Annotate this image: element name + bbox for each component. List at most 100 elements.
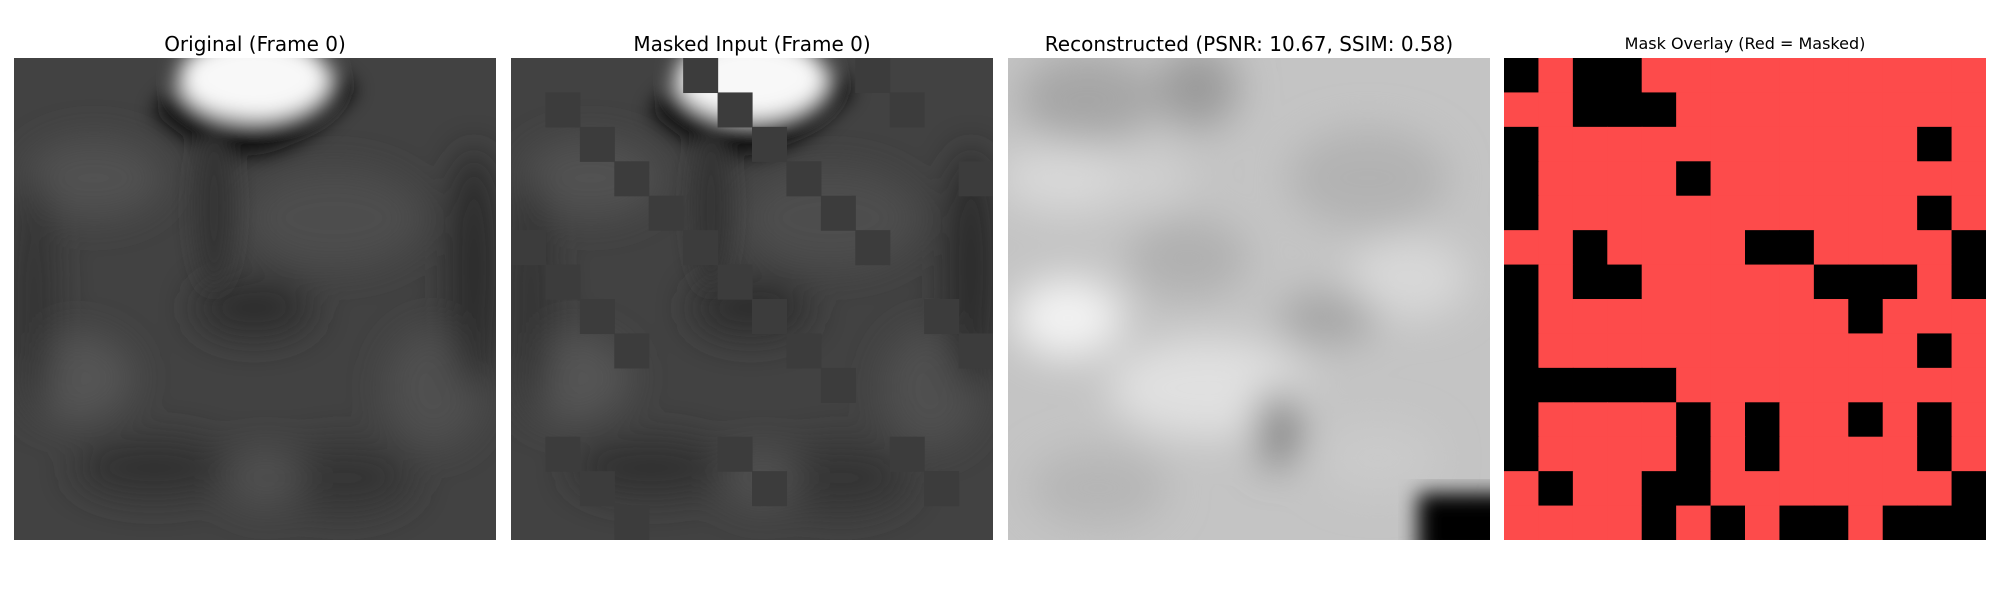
masked-cell xyxy=(1779,402,1815,438)
masked-cell xyxy=(1538,505,1574,540)
masked-cell xyxy=(1813,436,1849,472)
masked-cell xyxy=(1572,333,1608,369)
visible-cell xyxy=(1917,333,1953,369)
visible-cell xyxy=(1538,367,1574,403)
reconstructed-title: Reconstructed (PSNR: 10.67, SSIM: 0.58) xyxy=(1044,32,1454,56)
masked-cell xyxy=(1917,367,1953,403)
masked-cell xyxy=(1538,58,1574,94)
masked-cell xyxy=(1882,195,1918,231)
masked-cell xyxy=(1641,230,1677,266)
masked-cell xyxy=(1813,367,1849,403)
visible-cell xyxy=(1538,471,1574,507)
masked-cell xyxy=(1504,92,1540,128)
masked-cell xyxy=(1848,436,1884,472)
masked-cell xyxy=(1779,471,1815,507)
masked-cell xyxy=(1813,333,1849,369)
masked-input-image xyxy=(511,58,993,540)
masked-cell xyxy=(1813,126,1849,162)
masked-cell xyxy=(1572,471,1608,507)
masked-cell xyxy=(1917,161,1953,197)
masked-patch xyxy=(614,161,650,197)
visible-cell xyxy=(1504,402,1540,438)
masked-patch xyxy=(855,230,891,266)
masked-cell xyxy=(1951,126,1986,162)
masked-patch xyxy=(511,230,547,266)
visible-cell xyxy=(1917,195,1953,231)
masked-patch xyxy=(579,299,615,335)
masked-cell xyxy=(1710,58,1746,94)
masked-patch xyxy=(717,92,753,128)
visible-cell xyxy=(1951,230,1986,266)
masked-cell xyxy=(1538,402,1574,438)
masked-cell xyxy=(1641,402,1677,438)
masked-cell xyxy=(1641,264,1677,300)
masked-cell xyxy=(1745,367,1781,403)
masked-patch xyxy=(545,436,581,472)
masked-cell xyxy=(1951,92,1986,128)
masked-cell xyxy=(1710,402,1746,438)
visible-cell xyxy=(1641,92,1677,128)
masked-cell xyxy=(1607,230,1643,266)
masked-cell xyxy=(1745,126,1781,162)
visible-cell xyxy=(1572,230,1608,266)
visible-cell xyxy=(1504,195,1540,231)
visible-cell xyxy=(1917,402,1953,438)
visible-cell xyxy=(1641,505,1677,540)
visible-cell xyxy=(1951,471,1986,507)
visible-cell xyxy=(1951,264,1986,300)
masked-cell xyxy=(1779,126,1815,162)
visible-cell xyxy=(1607,264,1643,300)
masked-patch xyxy=(614,505,650,540)
masked-cell xyxy=(1607,505,1643,540)
visible-cell xyxy=(1917,505,1953,540)
masked-cell xyxy=(1607,436,1643,472)
masked-cell xyxy=(1745,195,1781,231)
visible-cell xyxy=(1710,505,1746,540)
masked-cell xyxy=(1813,471,1849,507)
masked-cell xyxy=(1710,333,1746,369)
masked-cell xyxy=(1813,92,1849,128)
visible-cell xyxy=(1813,505,1849,540)
masked-cell xyxy=(1882,92,1918,128)
visible-cell xyxy=(1572,92,1608,128)
masked-cell xyxy=(1848,505,1884,540)
masked-cell xyxy=(1641,58,1677,94)
masked-patch xyxy=(786,333,822,369)
masked-cell xyxy=(1607,402,1643,438)
masked-cell xyxy=(1538,333,1574,369)
masked-cell xyxy=(1848,333,1884,369)
masked-cell xyxy=(1710,471,1746,507)
masked-cell xyxy=(1917,264,1953,300)
mask-overlay-image xyxy=(1504,58,1986,540)
masked-patch xyxy=(683,58,719,94)
masked-cell xyxy=(1882,471,1918,507)
visible-cell xyxy=(1917,436,1953,472)
masked-patch xyxy=(545,92,581,128)
masked-cell xyxy=(1951,58,1986,94)
visible-cell xyxy=(1917,126,1953,162)
masked-input-title: Masked Input (Frame 0) xyxy=(633,32,871,56)
masked-cell xyxy=(1745,299,1781,335)
masked-cell xyxy=(1745,505,1781,540)
masked-patch xyxy=(614,333,650,369)
masked-cell xyxy=(1572,195,1608,231)
masked-cell xyxy=(1813,161,1849,197)
visible-cell xyxy=(1641,367,1677,403)
masked-patch xyxy=(579,126,615,162)
visible-cell xyxy=(1572,264,1608,300)
visible-cell xyxy=(1641,471,1677,507)
masked-cell xyxy=(1745,58,1781,94)
visible-cell xyxy=(1504,367,1540,403)
masked-cell xyxy=(1745,471,1781,507)
masked-patch xyxy=(889,92,925,128)
visible-cell xyxy=(1848,299,1884,335)
masked-cell xyxy=(1572,126,1608,162)
masked-cell xyxy=(1676,126,1712,162)
visible-cell xyxy=(1572,367,1608,403)
masked-cell xyxy=(1882,299,1918,335)
masked-cell xyxy=(1572,402,1608,438)
masked-patch xyxy=(958,161,993,197)
visible-cell xyxy=(1504,333,1540,369)
masked-cell xyxy=(1676,367,1712,403)
masked-cell xyxy=(1745,264,1781,300)
